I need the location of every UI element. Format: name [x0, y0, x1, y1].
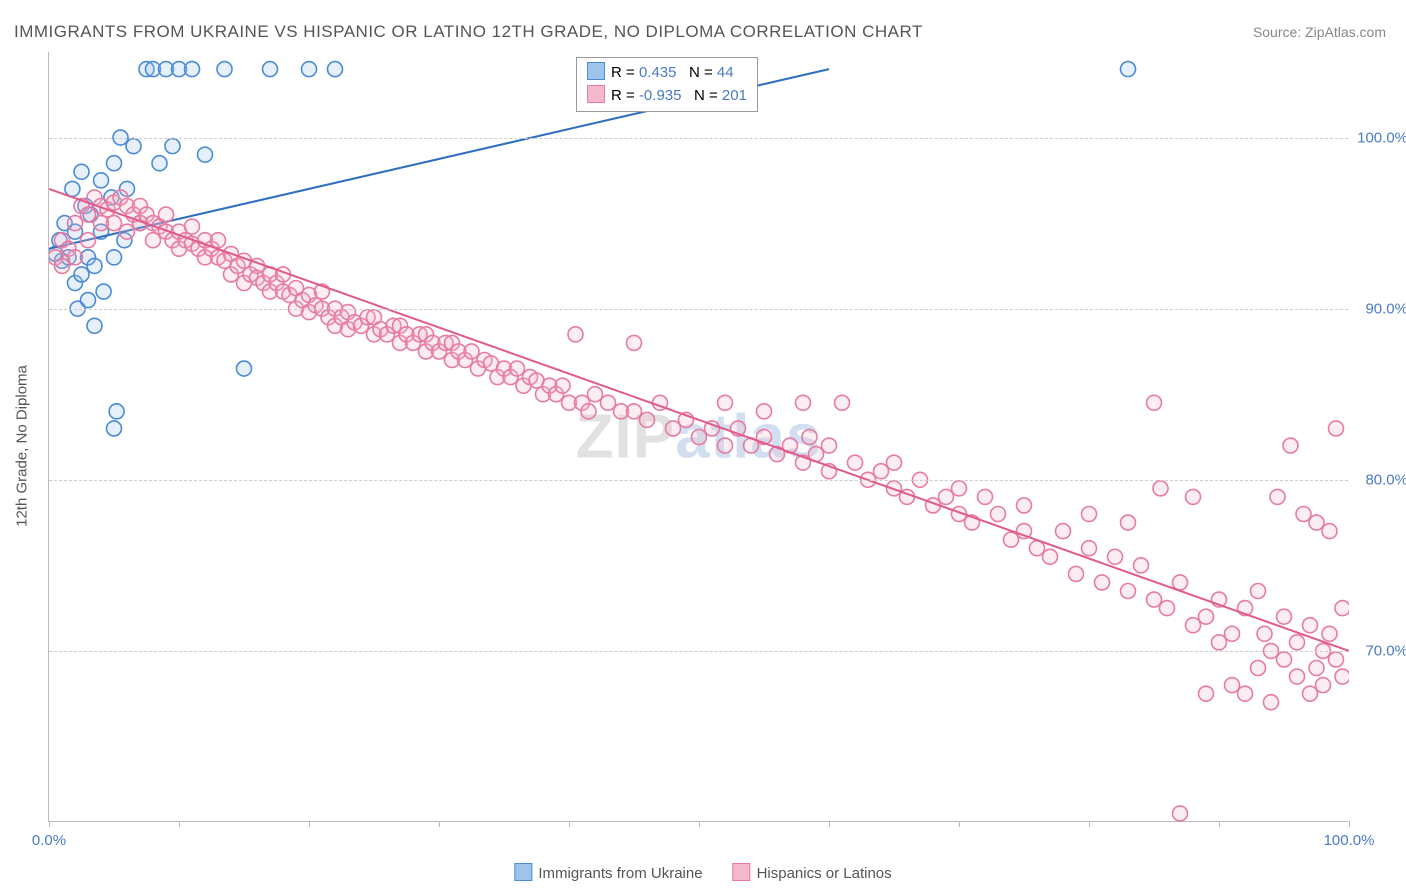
- legend-row: R = -0.935 N = 201: [587, 85, 747, 108]
- legend-item: Hispanics or Latinos: [733, 863, 892, 882]
- ytick-label: 70.0%: [1365, 642, 1406, 659]
- legend-swatch: [587, 85, 605, 103]
- xtick: [959, 821, 960, 827]
- ytick-label: 90.0%: [1365, 300, 1406, 317]
- xtick: [49, 821, 50, 827]
- y-axis-label: 12th Grade, No Diploma: [14, 365, 31, 527]
- correlation-chart: IMMIGRANTS FROM UKRAINE VS HISPANIC OR L…: [0, 0, 1406, 892]
- legend-swatch: [733, 863, 751, 881]
- xtick: [569, 821, 570, 827]
- plot-area: ZIPatlas R = 0.435 N = 44R = -0.935 N = …: [48, 52, 1348, 822]
- gridline: [49, 651, 1348, 652]
- ytick-label: 100.0%: [1357, 129, 1406, 146]
- series-legend: Immigrants from Ukraine Hispanics or Lati…: [514, 863, 891, 882]
- xtick-label: 100.0%: [1324, 832, 1375, 849]
- xtick: [179, 821, 180, 827]
- ytick-label: 80.0%: [1365, 471, 1406, 488]
- legend-item: Immigrants from Ukraine: [514, 863, 702, 882]
- xtick: [829, 821, 830, 827]
- legend-swatch: [587, 62, 605, 80]
- chart-svg: [49, 52, 1349, 822]
- correlation-legend-box: R = 0.435 N = 44R = -0.935 N = 201: [576, 57, 758, 112]
- xtick: [1219, 821, 1220, 827]
- xtick: [1089, 821, 1090, 827]
- xtick: [309, 821, 310, 827]
- gridline: [49, 138, 1348, 139]
- xtick-label: 0.0%: [32, 832, 66, 849]
- xtick: [1349, 821, 1350, 827]
- source-label: Source: ZipAtlas.com: [1253, 24, 1386, 40]
- xtick: [699, 821, 700, 827]
- gridline: [49, 309, 1348, 310]
- legend-swatch: [514, 863, 532, 881]
- legend-row: R = 0.435 N = 44: [587, 62, 747, 85]
- chart-title: IMMIGRANTS FROM UKRAINE VS HISPANIC OR L…: [14, 22, 923, 42]
- xtick: [439, 821, 440, 827]
- gridline: [49, 480, 1348, 481]
